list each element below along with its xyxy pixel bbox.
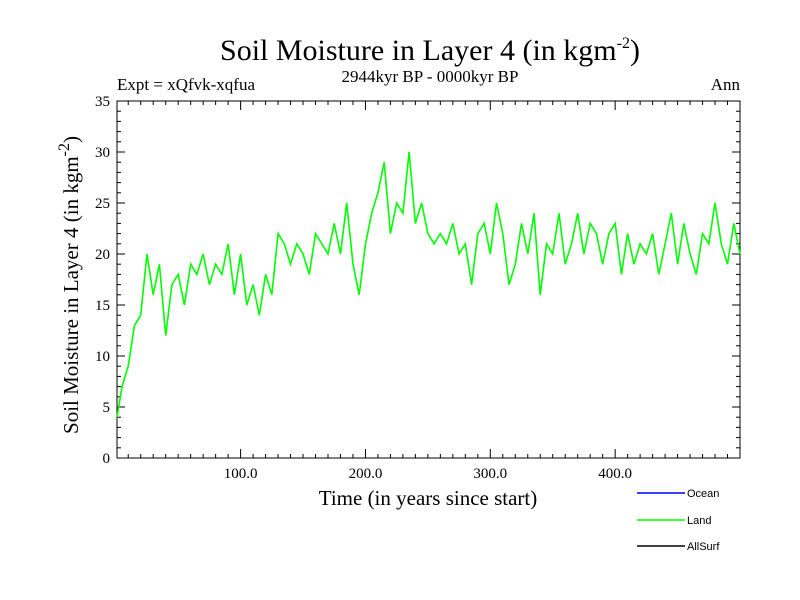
y-tick-label: 15: [95, 298, 110, 314]
y-tick-label: 25: [95, 196, 110, 212]
y-tick-label: 20: [95, 247, 110, 263]
y-tick-label: 10: [95, 349, 110, 365]
x-tick-label: 400.0: [598, 466, 632, 482]
legend-ocean-label: Ocean: [687, 488, 719, 500]
experiment-label: Expt = xQfvk-xqfua: [117, 75, 255, 94]
y-tick-label: 35: [95, 94, 110, 110]
series-lines: [116, 151, 741, 418]
y-axis-label: Soil Moisture in Layer 4 (in kgm-2): [56, 136, 83, 434]
x-tick-label: 100.0: [224, 466, 258, 482]
legend-land-label: Land: [687, 515, 711, 527]
x-tick-label: 200.0: [349, 466, 383, 482]
plot-frame: [116, 100, 741, 459]
x-tick-label: 300.0: [473, 466, 507, 482]
chart-subtitle: 2944kyr BP - 0000kyr BP: [342, 67, 519, 86]
y-axis: 0 5 10 15 20 25 30 35: [95, 94, 740, 467]
series-land-line: [116, 151, 741, 418]
season-label: Ann: [711, 75, 741, 94]
legend: Ocean Land AllSurf: [637, 488, 720, 553]
y-tick-label: 30: [95, 145, 110, 161]
x-axis: 100.0 200.0 300.0 400.0: [127, 101, 729, 482]
y-tick-label: 5: [103, 400, 111, 416]
legend-allsurf-label: AllSurf: [687, 541, 720, 553]
y-tick-label: 0: [103, 451, 111, 467]
chart-title: Soil Moisture in Layer 4 (in kgm-2): [220, 34, 640, 67]
x-axis-label: Time (in years since start): [319, 486, 538, 510]
